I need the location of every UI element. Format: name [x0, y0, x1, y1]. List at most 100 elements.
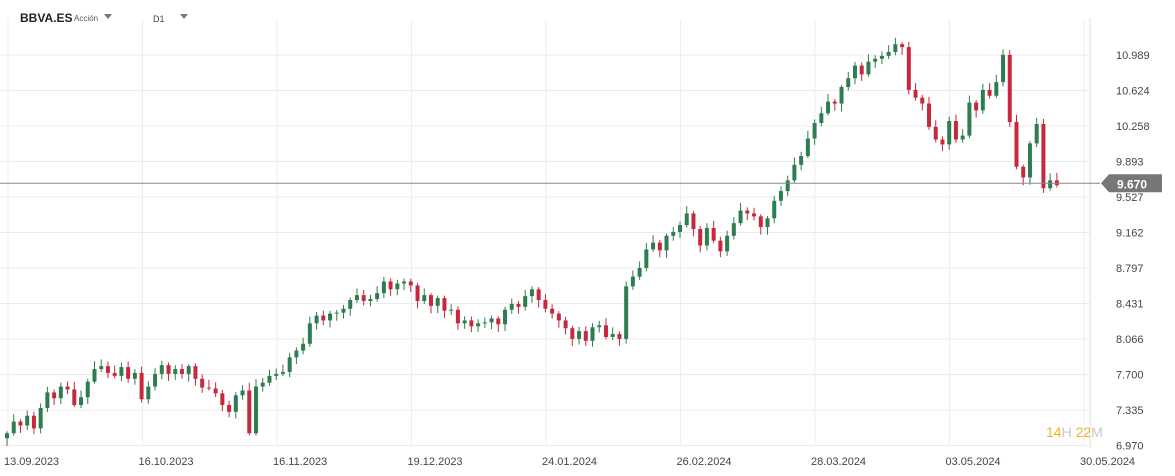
candle-up	[785, 180, 790, 192]
candle-down	[543, 299, 548, 309]
candle-down	[455, 309, 460, 324]
instrument-type-label: Acción	[74, 14, 99, 23]
candle-down	[227, 405, 232, 412]
candle-down	[657, 242, 662, 251]
candle-down	[193, 366, 198, 379]
candle-down	[516, 303, 521, 307]
candle-up	[341, 308, 346, 313]
candle-up	[25, 415, 30, 426]
candle-down	[550, 308, 555, 314]
y-tick-label: 6.970	[1116, 441, 1144, 453]
candle-up	[637, 267, 642, 277]
candle-up	[159, 365, 164, 374]
candle-up	[274, 373, 279, 376]
symbol-label[interactable]: BBVA.ES	[20, 11, 73, 25]
candle-down	[321, 315, 326, 321]
chart-toolbar: BBVA.ES Acción D1	[0, 0, 1175, 34]
candle-up	[476, 323, 481, 327]
candle-down	[166, 365, 171, 374]
candle-down	[832, 101, 837, 104]
candle-up	[58, 386, 63, 399]
candle-down	[442, 298, 447, 311]
candle-down	[758, 216, 763, 228]
candle-down	[105, 366, 110, 373]
candle-up	[792, 164, 797, 181]
candle-down	[179, 369, 184, 374]
candle-up	[731, 223, 736, 236]
y-tick-label: 10.989	[1116, 50, 1150, 62]
x-tick-label: 26.02.2024	[677, 456, 732, 468]
candle-up	[839, 86, 844, 104]
timeframe-dropdown-chevron-icon[interactable]	[180, 14, 188, 19]
x-tick-label: 13.09.2023	[4, 456, 59, 468]
candle-up	[395, 283, 400, 290]
candle-up	[132, 372, 137, 379]
candle-up	[368, 299, 373, 301]
candle-up	[678, 225, 682, 232]
candle-up	[765, 218, 770, 228]
y-tick-label: 9.893	[1116, 157, 1144, 169]
candle-down	[906, 47, 911, 90]
y-tick-label: 10.258	[1116, 121, 1150, 133]
candle-down	[556, 313, 561, 321]
candle-up	[45, 392, 50, 408]
candle-down	[65, 386, 70, 390]
candle-up	[509, 303, 514, 310]
countdown-hours-unit: H	[1061, 424, 1072, 440]
candle-up	[254, 386, 259, 434]
candle-up	[354, 295, 359, 300]
candle-up	[1001, 54, 1006, 83]
current-price-tag	[1101, 174, 1162, 193]
candle-down	[691, 213, 696, 229]
candle-down	[617, 334, 622, 339]
candle-down	[112, 372, 117, 376]
candle-up	[577, 331, 582, 339]
candle-down	[953, 121, 958, 140]
timeframe-selector[interactable]: D1	[153, 14, 165, 24]
candle-down	[1021, 166, 1026, 178]
candle-down	[745, 210, 750, 214]
candle-up	[597, 325, 602, 328]
candle-up	[523, 296, 528, 307]
candle-up	[684, 213, 689, 226]
candle-up	[772, 200, 777, 219]
candle-up	[38, 407, 43, 429]
candle-down	[974, 102, 979, 111]
candle-up	[671, 231, 676, 236]
candle-up	[886, 51, 891, 56]
candle-down	[940, 139, 945, 145]
candle-up	[873, 58, 878, 62]
candle-down	[18, 421, 23, 426]
candle-up	[826, 101, 831, 114]
candle-up	[186, 366, 191, 374]
symbol-dropdown-chevron-icon[interactable]	[104, 14, 112, 19]
candle-up	[893, 44, 898, 52]
y-tick-label: 8.066	[1116, 334, 1144, 346]
candle-up	[590, 327, 595, 341]
x-tick-label: 30.05.2024	[1080, 456, 1135, 468]
candle-down	[913, 89, 918, 98]
candle-up	[307, 323, 312, 344]
candle-up	[852, 65, 857, 79]
countdown-minutes-unit: M	[1091, 424, 1103, 440]
candle-up	[799, 156, 804, 165]
candle-up	[819, 113, 824, 123]
candle-down	[1007, 54, 1012, 123]
candle-up	[99, 366, 104, 370]
candle-up	[994, 82, 999, 96]
candle-up	[725, 235, 730, 252]
candle-down	[900, 44, 905, 48]
candle-up	[240, 390, 245, 396]
candle-up	[630, 276, 635, 287]
candle-up	[1034, 123, 1039, 144]
candle-up	[280, 371, 285, 374]
candle-down	[933, 126, 938, 140]
candle-up	[79, 397, 84, 406]
candle-up	[960, 135, 965, 140]
candle-up	[435, 298, 440, 306]
candle-up	[947, 121, 952, 145]
candle-up	[449, 309, 454, 311]
candle-up	[287, 357, 292, 372]
candle-down	[415, 285, 420, 301]
